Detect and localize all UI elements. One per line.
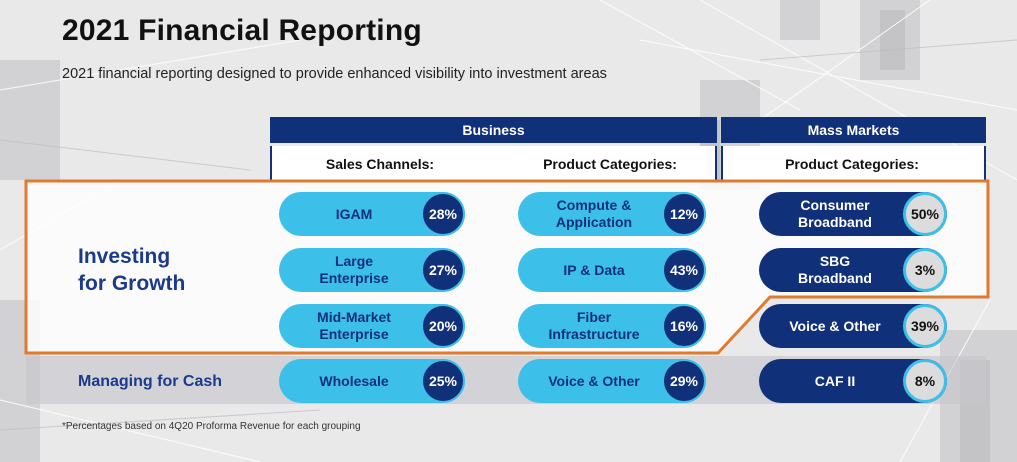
pill-business-voice-other: Voice & Other 29% bbox=[518, 359, 706, 403]
mass-product-categories-header: Product Categories: bbox=[785, 156, 919, 172]
pill-percentage: 29% bbox=[662, 359, 706, 403]
business-subheader-panel bbox=[270, 146, 717, 180]
pill-percentage: 28% bbox=[421, 192, 465, 236]
pill-percentage: 25% bbox=[421, 359, 465, 403]
business-header: Business bbox=[270, 117, 717, 143]
pill-label: CAF II bbox=[814, 372, 856, 389]
investing-for-growth-label: Investing for Growth bbox=[78, 245, 186, 295]
business-product-categories-header: Product Categories: bbox=[543, 156, 677, 172]
pill-percentage: 12% bbox=[662, 192, 706, 236]
pill-percentage: 50% bbox=[903, 192, 947, 236]
pill-sbg-broadband: SBG Broadband 3% bbox=[759, 248, 947, 292]
pill-label: Compute & Application bbox=[555, 197, 633, 230]
pill-percentage: 27% bbox=[421, 248, 465, 292]
pill-percentage: 43% bbox=[662, 248, 706, 292]
pill-percentage: 16% bbox=[662, 304, 706, 348]
pill-compute-application: Compute & Application 12% bbox=[518, 192, 706, 236]
pill-label: SBG Broadband bbox=[798, 253, 872, 286]
pill-consumer-broadband: Consumer Broadband 50% bbox=[759, 192, 947, 236]
pill-percentage: 39% bbox=[903, 304, 947, 348]
pill-label: IGAM bbox=[335, 205, 373, 222]
pill-label: Mid-Market Enterprise bbox=[317, 309, 391, 342]
mass-markets-header: Mass Markets bbox=[721, 117, 986, 143]
pill-label: Consumer Broadband bbox=[798, 197, 872, 230]
pill-percentage: 8% bbox=[903, 359, 947, 403]
pill-igam: IGAM 28% bbox=[279, 192, 465, 236]
pill-fiber-infrastructure: Fiber Infrastructure 16% bbox=[518, 304, 706, 348]
pill-mid-market-enterprise: Mid-Market Enterprise 20% bbox=[279, 304, 465, 348]
mass-markets-subheader-panel bbox=[721, 146, 986, 180]
pill-label: Large Enterprise bbox=[319, 253, 389, 286]
pill-caf-ii: CAF II 8% bbox=[759, 359, 947, 403]
sales-channels-header: Sales Channels: bbox=[325, 156, 435, 172]
pill-label: Wholesale bbox=[319, 372, 389, 389]
pill-percentage: 3% bbox=[903, 248, 947, 292]
pill-wholesale: Wholesale 25% bbox=[279, 359, 465, 403]
pill-mass-voice-other: Voice & Other 39% bbox=[759, 304, 947, 348]
pill-label: Fiber Infrastructure bbox=[548, 309, 640, 342]
pill-label: IP & Data bbox=[563, 261, 625, 278]
pill-label: Voice & Other bbox=[789, 317, 881, 334]
pill-percentage: 20% bbox=[421, 304, 465, 348]
pill-ip-data: IP & Data 43% bbox=[518, 248, 706, 292]
pill-large-enterprise: Large Enterprise 27% bbox=[279, 248, 465, 292]
page-subtitle: 2021 financial reporting designed to pro… bbox=[62, 66, 607, 82]
managing-for-cash-label: Managing for Cash bbox=[78, 373, 223, 390]
footnote: *Percentages based on 4Q20 Proforma Reve… bbox=[62, 421, 361, 432]
page-title: 2021 Financial Reporting bbox=[62, 14, 422, 47]
pill-label: Voice & Other bbox=[548, 372, 640, 389]
